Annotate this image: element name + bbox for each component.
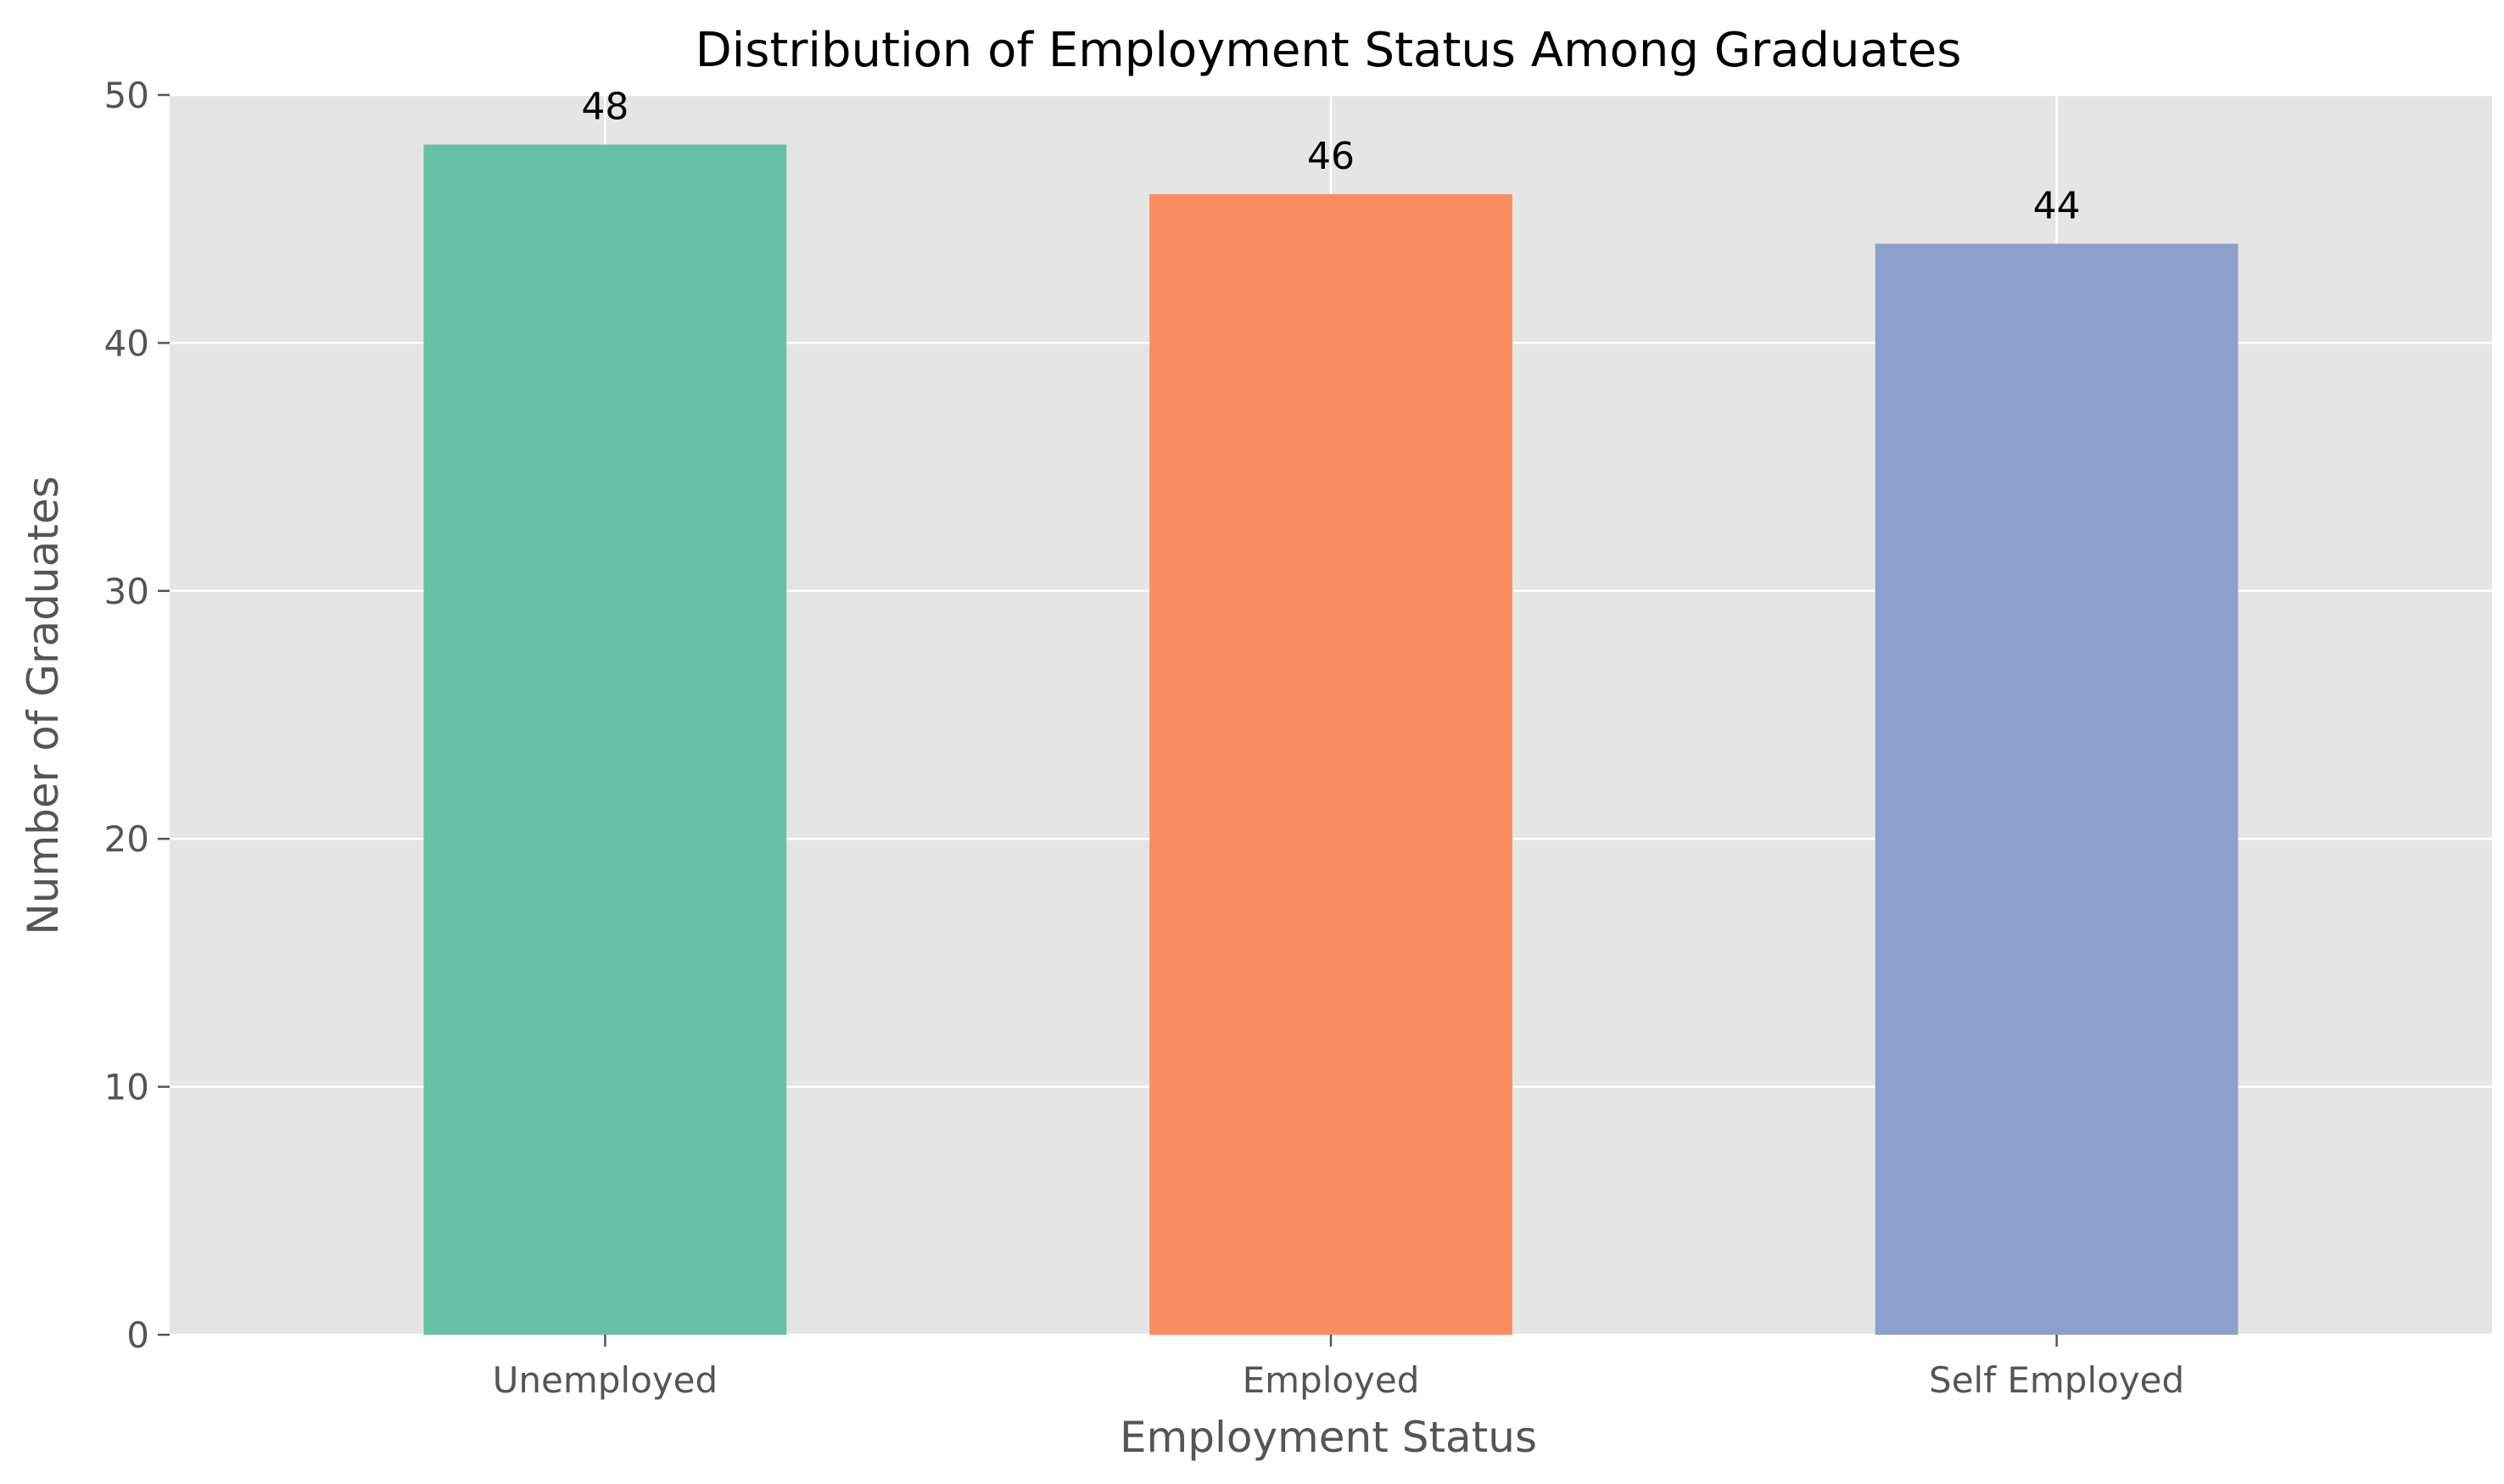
x-tick-label: Self Employed [1929,1359,2184,1401]
y-tick-label: 30 [104,571,149,612]
x-axis-label: Employment Status [1120,1413,1537,1462]
data-label: 46 [1307,135,1355,178]
data-label: 48 [581,85,629,128]
x-tick-label: Unemployed [493,1359,718,1401]
y-tick-label: 20 [104,818,149,860]
chart-title: Distribution of Employment Status Among … [696,23,1962,78]
y-tick-label: 10 [104,1067,149,1108]
axis-ticks: 0 10 20 30 40 50 Unemployed Employed Self Employ… [104,75,2185,1401]
bar-employed [1149,193,1512,1336]
x-tick-label: Employed [1243,1359,1420,1401]
bar-unemployed [423,144,787,1336]
bar-self-employed [1875,243,2239,1336]
y-axis-label: Number of Graduates [19,476,68,934]
data-label: 44 [2033,184,2081,227]
y-tick-label: 50 [104,75,149,116]
y-tick-label: 0 [126,1314,149,1356]
y-tick-label: 40 [104,322,149,364]
data-labels: 48 46 44 [581,85,2080,227]
bars [423,144,2239,1336]
